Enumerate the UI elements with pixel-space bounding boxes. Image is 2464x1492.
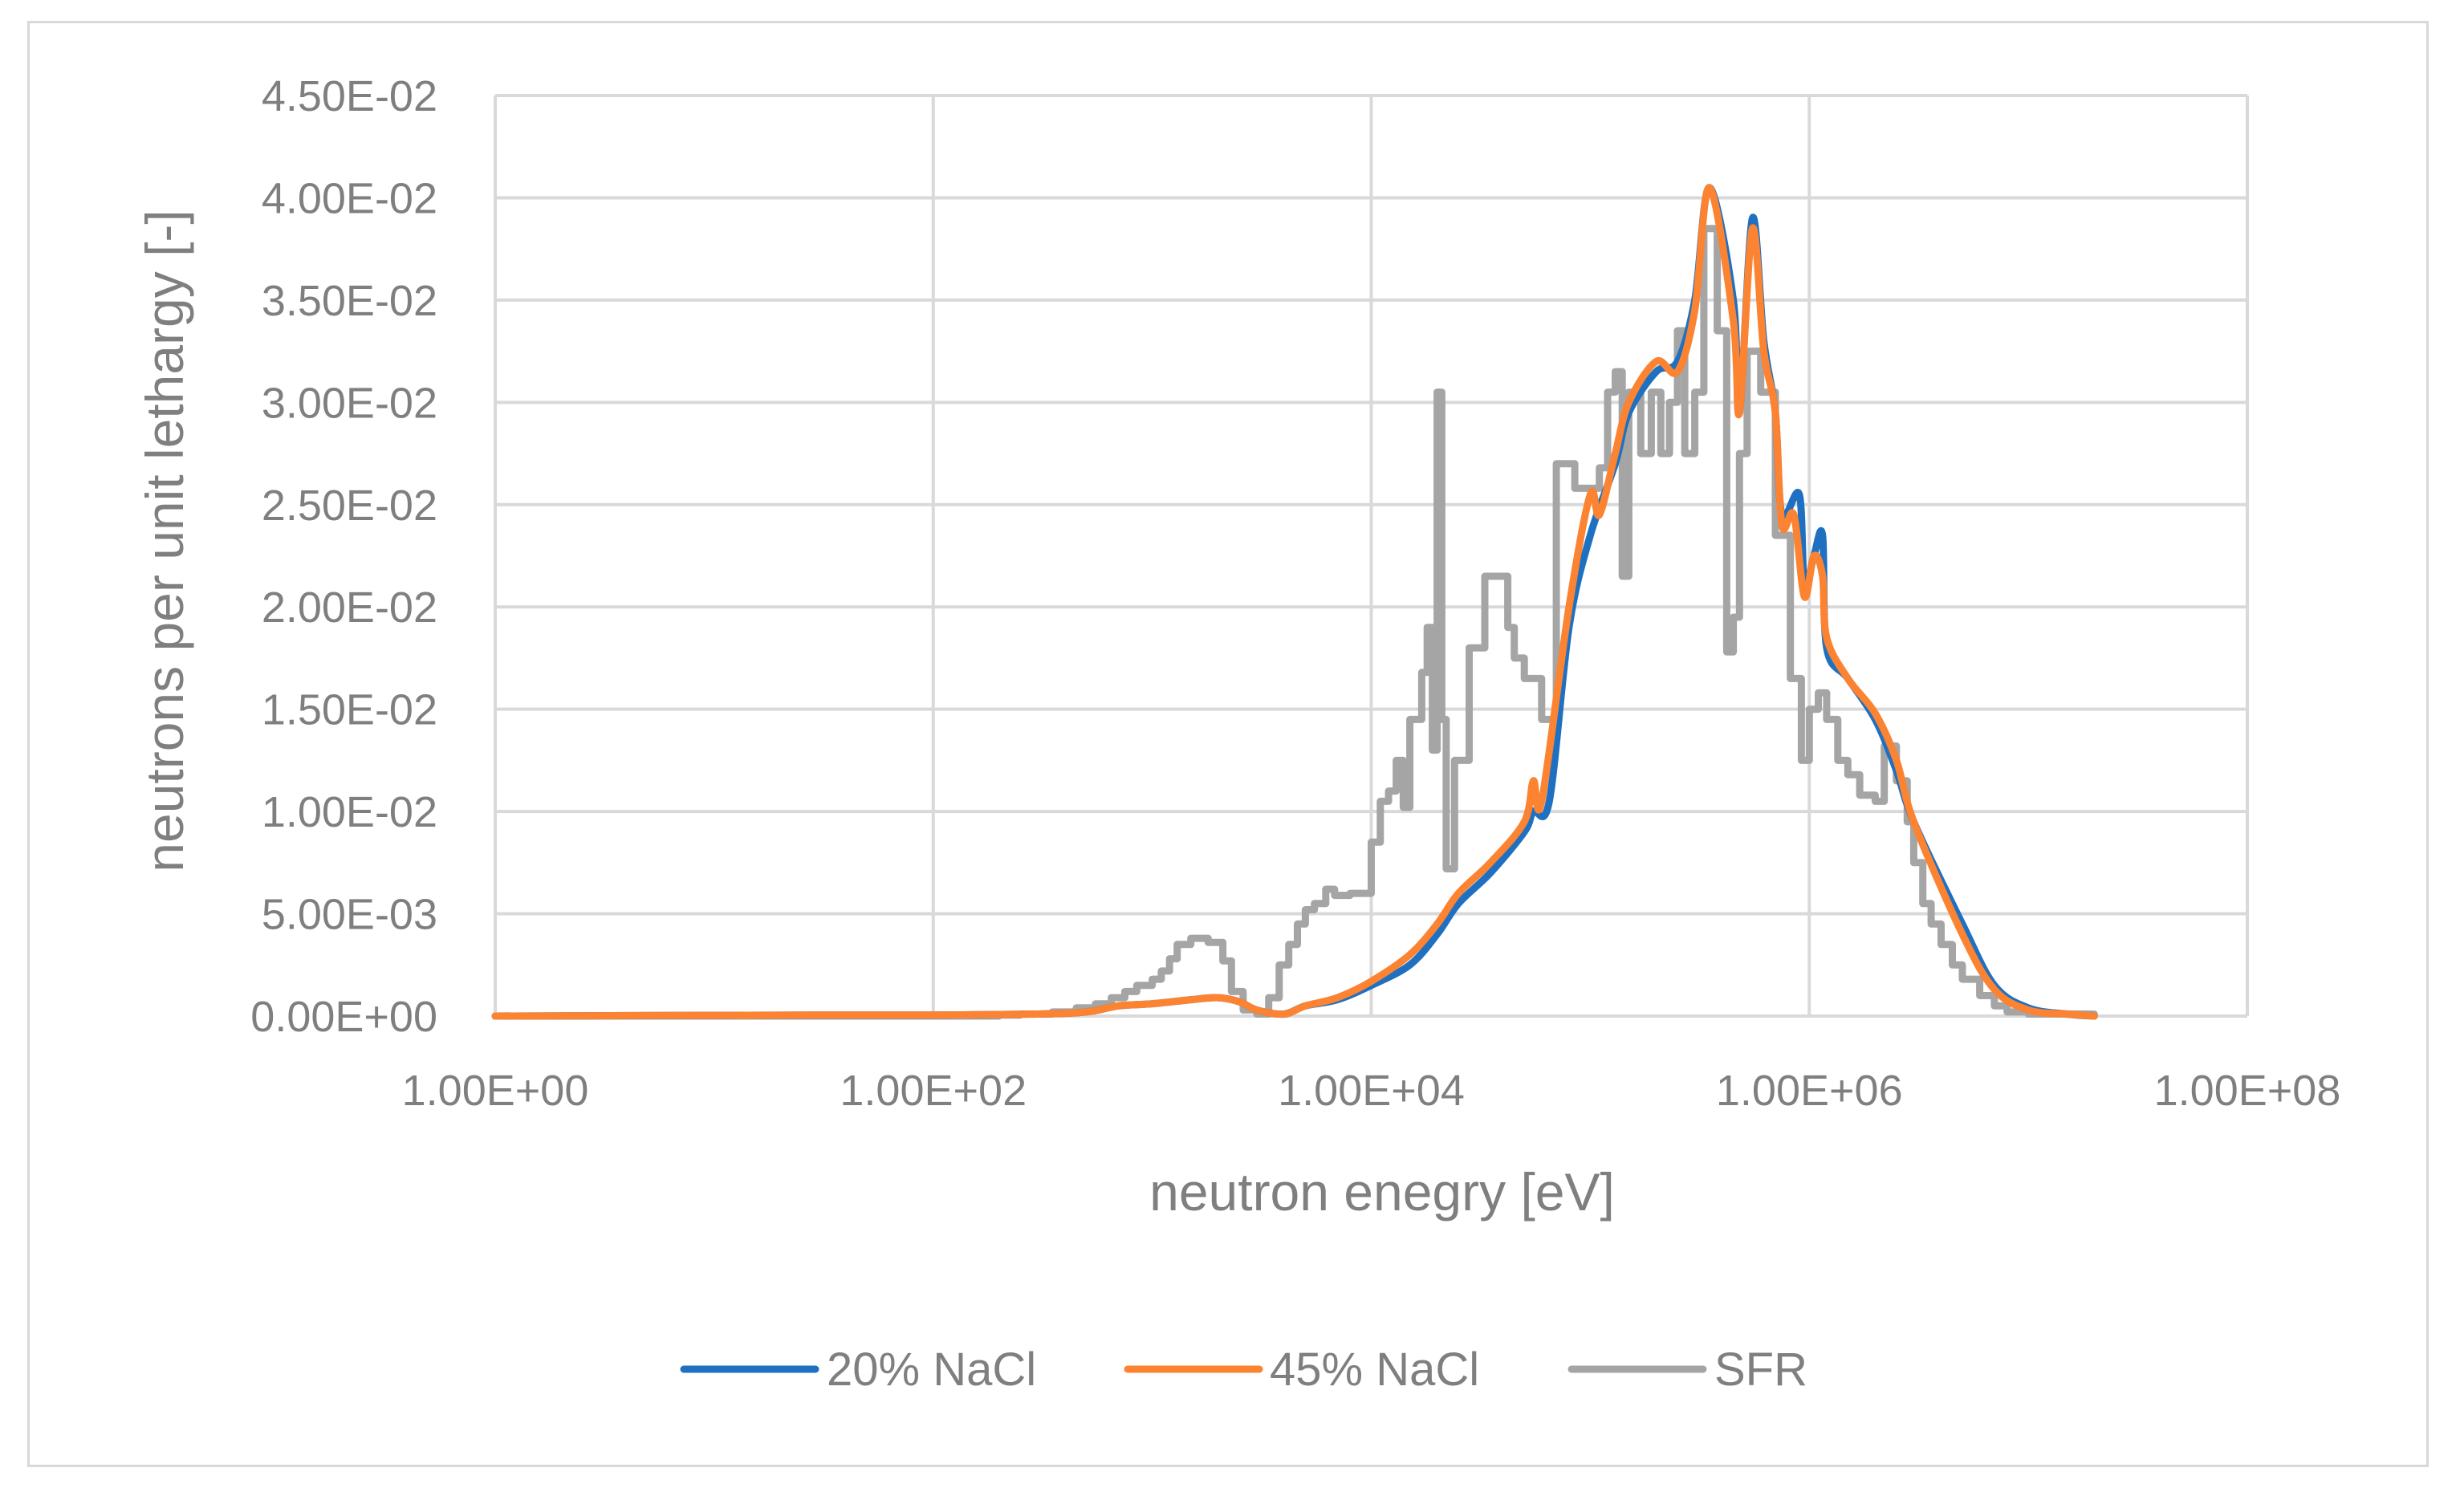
y-tick-label: 3.00E-02 (262, 379, 437, 427)
x-tick-label: 1.00E+00 (402, 1067, 589, 1115)
y-axis-tick-labels: 0.00E+00 5.00E-03 1.00E-02 1.50E-02 2.00E-02… (250, 72, 437, 1041)
series-line-sfr (491, 225, 2098, 1020)
y-tick-label: 4.50E-02 (262, 72, 437, 120)
y-tick-label: 1.00E-02 (262, 788, 437, 836)
chart-frame (27, 21, 2429, 1467)
x-tick-label: 1.00E+08 (2154, 1067, 2341, 1115)
y-tick-label: 1.50E-02 (262, 686, 437, 734)
y-tick-label: 0.00E+00 (250, 993, 437, 1041)
gridlines (494, 94, 2249, 1018)
series-lines (491, 184, 2098, 1020)
y-tick-label: 2.00E-02 (262, 583, 437, 632)
y-tick-label: 2.50E-02 (262, 482, 437, 530)
legend-label-45-nacl: 45% NaCl (1270, 1344, 1479, 1396)
series-line-20-nacl (491, 184, 2098, 1020)
y-tick-label: 5.00E-03 (262, 891, 437, 939)
x-axis-title: neutron enegry [eV] (1149, 1162, 1615, 1222)
legend: 20% NaCl 45% NaCl SFR (680, 1344, 1807, 1396)
series-line-45-nacl (491, 184, 2098, 1020)
y-tick-label: 3.50E-02 (262, 277, 437, 325)
y-axis-title: neutrons per unit lethargy [-] (135, 209, 194, 872)
x-tick-label: 1.00E+04 (1278, 1067, 1465, 1115)
legend-label-20-nacl: 20% NaCl (827, 1344, 1036, 1396)
legend-label-sfr: SFR (1714, 1344, 1807, 1396)
x-axis-tick-labels: 1.00E+00 1.00E+02 1.00E+04 1.00E+06 1.00E+08 (402, 1067, 2341, 1115)
x-tick-label: 1.00E+06 (1716, 1067, 1903, 1115)
x-tick-label: 1.00E+02 (840, 1067, 1027, 1115)
y-tick-label: 4.00E-02 (262, 174, 437, 222)
